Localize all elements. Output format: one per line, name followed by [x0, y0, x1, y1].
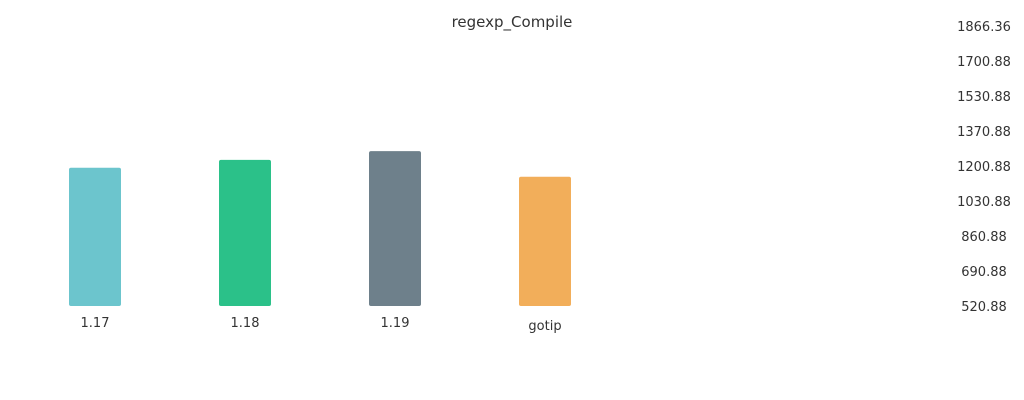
bar-gotip[interactable]	[519, 176, 571, 306]
y-tick-label: 520.88	[961, 300, 1007, 315]
category-label: 1.17	[81, 316, 110, 331]
bars-group	[69, 151, 571, 306]
category-label: 1.19	[381, 316, 410, 331]
y-tick-label: 690.88	[961, 265, 1007, 280]
chart-title: regexp_Compile	[452, 13, 573, 32]
y-tick-label: 1866.36	[957, 20, 1011, 35]
category-label: 1.18	[231, 316, 260, 331]
category-labels: 1.17 1.18 1.19 gotip	[81, 316, 562, 334]
y-tick-label: 1370.88	[957, 125, 1011, 140]
y-axis-ticks: 1866.36 1700.88 1530.88 1370.88 1200.88 1030.…	[957, 20, 1011, 315]
category-label: gotip	[528, 319, 561, 334]
y-tick-label: 1700.88	[957, 55, 1011, 70]
y-tick-label: 860.88	[961, 230, 1007, 245]
y-tick-label: 1530.88	[957, 90, 1011, 105]
bar-1-19[interactable]	[369, 151, 421, 306]
bar-1-18[interactable]	[219, 159, 271, 306]
y-tick-label: 1200.88	[957, 160, 1011, 175]
bar-1-17[interactable]	[69, 167, 121, 306]
y-tick-label: 1030.88	[957, 195, 1011, 210]
